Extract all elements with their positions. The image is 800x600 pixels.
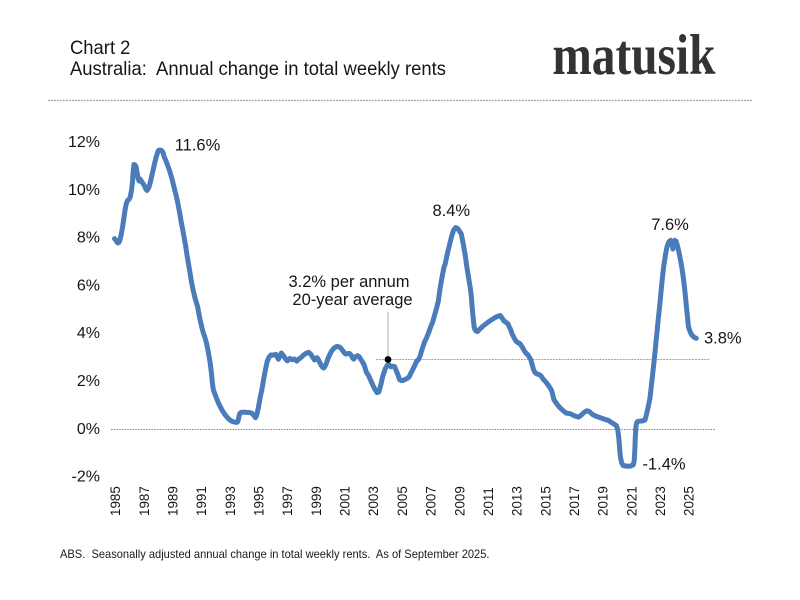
svg-text:2023: 2023 xyxy=(653,486,668,516)
svg-text:10%: 10% xyxy=(68,182,100,199)
svg-text:2019: 2019 xyxy=(596,486,611,516)
svg-text:2021: 2021 xyxy=(624,486,639,516)
svg-text:0%: 0% xyxy=(77,421,100,438)
svg-text:1993: 1993 xyxy=(223,486,238,516)
svg-text:3.2% per annum: 3.2% per annum xyxy=(288,273,409,291)
svg-text:1997: 1997 xyxy=(280,486,295,516)
svg-text:1991: 1991 xyxy=(194,486,209,516)
svg-text:2007: 2007 xyxy=(424,486,439,516)
svg-text:8.4%: 8.4% xyxy=(432,202,470,220)
svg-text:2001: 2001 xyxy=(338,486,353,516)
svg-text:1987: 1987 xyxy=(137,486,152,516)
svg-text:2009: 2009 xyxy=(452,486,467,516)
svg-text:2017: 2017 xyxy=(567,486,582,516)
svg-text:3.8%: 3.8% xyxy=(704,330,742,348)
svg-text:1985: 1985 xyxy=(108,486,123,516)
svg-text:4%: 4% xyxy=(77,325,100,342)
svg-text:8%: 8% xyxy=(77,230,100,247)
svg-text:1989: 1989 xyxy=(166,486,181,516)
svg-text:-1.4%: -1.4% xyxy=(642,455,685,473)
svg-text:2013: 2013 xyxy=(510,486,525,516)
svg-text:1995: 1995 xyxy=(252,486,267,516)
svg-text:2025: 2025 xyxy=(682,486,697,516)
svg-text:2011: 2011 xyxy=(481,487,496,516)
svg-text:20-year average: 20-year average xyxy=(292,291,412,309)
svg-text:2015: 2015 xyxy=(538,486,553,516)
svg-text:12%: 12% xyxy=(68,134,100,151)
svg-text:2%: 2% xyxy=(77,373,100,390)
svg-text:2005: 2005 xyxy=(395,486,410,516)
svg-text:1999: 1999 xyxy=(309,486,324,516)
svg-text:-2%: -2% xyxy=(72,469,100,486)
svg-text:11.6%: 11.6% xyxy=(175,137,221,155)
svg-text:7.6%: 7.6% xyxy=(651,216,689,234)
svg-text:2003: 2003 xyxy=(366,486,381,516)
svg-text:6%: 6% xyxy=(77,277,100,294)
